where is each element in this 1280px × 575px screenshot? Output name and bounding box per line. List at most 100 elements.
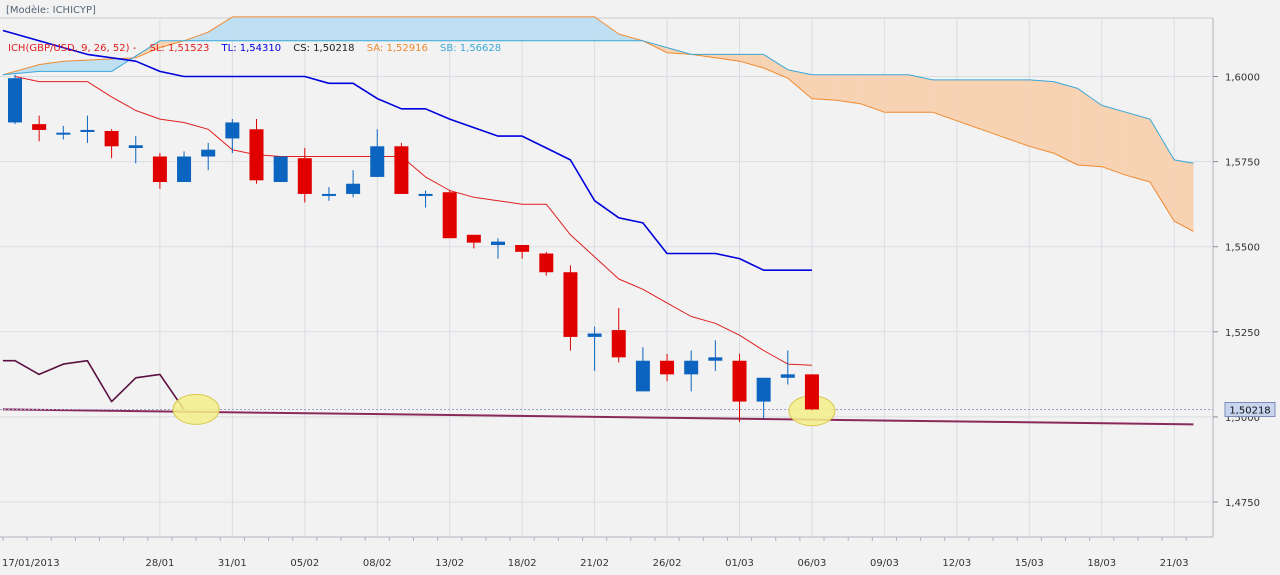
candlestick-series <box>8 74 819 423</box>
cloud-segment <box>1077 88 1102 167</box>
cloud-segment <box>908 74 933 113</box>
y-tick-label: 1,4750 <box>1225 498 1260 509</box>
cloud-segment <box>956 79 981 130</box>
senkou-span-b-line <box>2 40 1194 164</box>
candle-body <box>539 253 554 273</box>
legend-cs: CS: 1,50218 <box>293 43 354 54</box>
cloud-segment <box>715 54 740 62</box>
candle-body <box>346 183 361 194</box>
cloud-segment <box>1125 112 1150 182</box>
candle-body <box>177 156 192 183</box>
x-tick-label: 31/01 <box>218 558 247 569</box>
cloud-segment <box>1053 81 1078 165</box>
candle-body <box>418 193 433 196</box>
candle-body <box>249 129 264 181</box>
cloud-segment <box>932 79 957 121</box>
current-price-label: 1,50218 <box>1229 405 1270 416</box>
cloud-segment <box>1174 159 1194 232</box>
axes: 1,4750 1,5000 1,5250 1,5500 1,5750 1,6000 17/0… <box>2 73 1276 569</box>
cloud-segment <box>208 16 233 41</box>
highlight-ellipse <box>172 393 220 425</box>
x-tick-label: 06/03 <box>798 558 827 569</box>
y-tick-label: 1,6000 <box>1225 73 1260 84</box>
candle-body <box>732 360 747 402</box>
candle-body <box>611 330 626 358</box>
cloud-segment <box>860 74 885 113</box>
x-tick-label: 18/03 <box>1087 558 1116 569</box>
cloud-segment <box>981 79 1030 147</box>
x-tick-label: 18/02 <box>508 558 537 569</box>
x-tick-label: 21/03 <box>1160 558 1189 569</box>
x-tick-label: 28/01 <box>145 558 174 569</box>
candle-body <box>466 234 481 243</box>
current-price-tag <box>1224 401 1276 417</box>
candle-body <box>201 149 216 157</box>
chikou-span-line <box>2 359 185 410</box>
candle-body <box>563 272 578 337</box>
highlight-layer <box>172 393 836 427</box>
legend-sa: SA: 1,52916 <box>367 43 428 54</box>
x-tick-label: 12/03 <box>942 558 971 569</box>
legend-line: ICH(GBP/USD, 9, 26, 52) - SL: 1,51523 TL… <box>8 43 501 54</box>
candle-body <box>708 357 723 361</box>
x-tick-label: 05/02 <box>290 558 319 569</box>
candle-body <box>660 360 675 375</box>
candle-body <box>273 156 288 183</box>
x-tick-label: 08/02 <box>363 558 392 569</box>
cloud-segment <box>1150 119 1175 222</box>
y-tick-label: 1,5500 <box>1225 243 1260 254</box>
x-tick-label: 17/01/2013 <box>2 558 60 569</box>
cloud-segment <box>763 54 788 79</box>
cloud-segment <box>1101 105 1126 176</box>
candle-body <box>225 122 240 139</box>
cloud-segment <box>232 16 595 41</box>
x-tick-label: 13/02 <box>435 558 464 569</box>
candle-body <box>8 78 22 123</box>
candle-body <box>684 360 699 375</box>
x-tick-label: 26/02 <box>653 558 682 569</box>
x-tick-label: 09/03 <box>870 558 899 569</box>
candle-body <box>321 193 336 196</box>
legend-tl: TL: 1,54310 <box>221 43 282 54</box>
kijun-sen-line <box>2 29 812 272</box>
cloud-segment <box>836 74 861 104</box>
indicator-name: ICH(GBP/USD, 9, 26, 52) - <box>8 43 137 54</box>
candle-body <box>32 124 47 130</box>
tenkan-sen-line <box>14 76 812 366</box>
x-tick-label: 01/03 <box>725 558 754 569</box>
candle-body <box>297 158 312 194</box>
candle-body <box>370 146 385 177</box>
candle-body <box>587 333 602 337</box>
cloud-segment <box>787 69 812 99</box>
cloud-segment <box>1029 79 1054 154</box>
legend-sl: SL: 1,51523 <box>150 43 210 54</box>
candle-body <box>780 374 795 378</box>
candle-body <box>394 146 409 194</box>
candle-body <box>756 377 771 402</box>
cloud-segment <box>811 74 837 101</box>
candle-body <box>56 132 71 135</box>
candle-body <box>635 360 650 392</box>
candle-body <box>491 241 505 245</box>
y-tick-label: 1,5000 <box>1225 413 1260 424</box>
cloud-segment <box>63 58 112 72</box>
indicator-legend: [Modèle: ICHICYP] ICH(GBP/USD, 9, 26, 52… <box>6 4 501 54</box>
senkou-span-a-line <box>2 16 1194 232</box>
x-tick-label: 21/02 <box>580 558 609 569</box>
candle-body <box>80 129 95 132</box>
candle-body <box>128 145 143 148</box>
legend-sb: SB: 1,56628 <box>440 43 501 54</box>
model-label: [Modèle: ICHICYP] <box>6 4 96 16</box>
candle-body <box>804 374 819 410</box>
y-tick-label: 1,5250 <box>1225 328 1260 339</box>
candle-body <box>104 130 119 147</box>
candle-body <box>442 192 457 239</box>
candle-body <box>515 244 530 252</box>
cloud-segment <box>594 16 619 41</box>
grid-layer <box>0 17 1214 538</box>
y-tick-label: 1,5750 <box>1225 158 1260 169</box>
cloud-segment <box>884 74 909 113</box>
x-tick-label: 15/03 <box>1015 558 1044 569</box>
